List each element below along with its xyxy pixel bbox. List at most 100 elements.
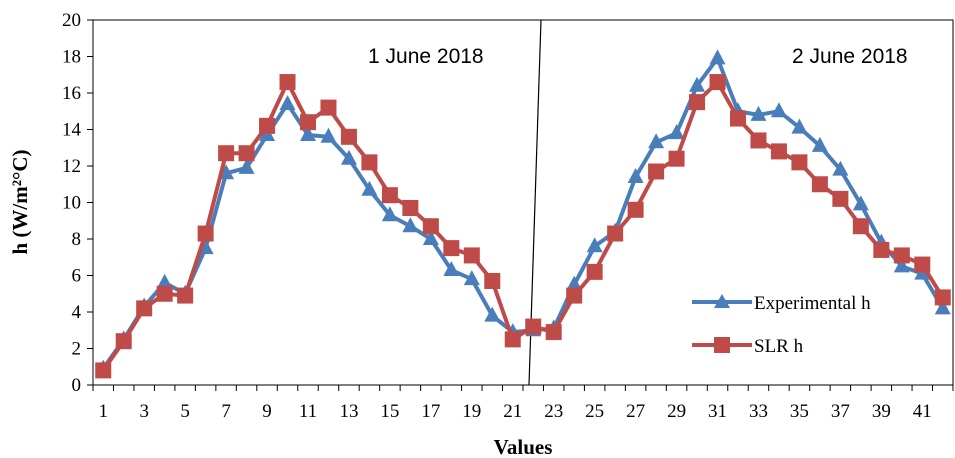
- x-tick-label-23: 23: [544, 401, 563, 422]
- data-point-slr: [730, 110, 746, 127]
- data-point-experimental: [893, 257, 910, 273]
- y-tick-label-8: 8: [72, 229, 82, 250]
- x-tick-label-3: 3: [139, 401, 149, 422]
- data-point-slr: [197, 225, 214, 242]
- data-point-slr: [238, 145, 255, 162]
- data-point-experimental: [689, 76, 706, 92]
- x-tick-label-5: 5: [180, 401, 190, 422]
- data-point-slr: [463, 247, 480, 264]
- data-point-experimental: [381, 206, 398, 222]
- data-point-slr: [218, 145, 235, 162]
- data-point-slr: [300, 114, 316, 131]
- data-point-slr: [402, 199, 419, 216]
- data-point-experimental: [811, 136, 828, 152]
- data-point-slr: [95, 362, 112, 379]
- x-tick-label-15: 15: [380, 401, 399, 422]
- data-point-experimental: [852, 195, 869, 211]
- x-tick-label-27: 27: [626, 401, 645, 422]
- y-axis-ticks: 0 2 4 6 8 10 12 14 16 18 20: [62, 10, 93, 396]
- y-tick-label-2: 2: [72, 339, 82, 360]
- data-point-experimental: [463, 270, 480, 286]
- x-tick-label-21: 21: [503, 401, 522, 422]
- x-tick-label-7: 7: [221, 401, 231, 422]
- data-point-slr: [566, 287, 583, 304]
- data-point-slr: [320, 99, 337, 116]
- y-axis-title: h (W/m²°C): [8, 149, 32, 254]
- x-axis-ticks: 1 3 5 7 9 11 13 15 17 19 21 23 25 27 29 31 33 35 37 39 41: [92, 385, 954, 422]
- legend-marker-slr: [714, 337, 730, 353]
- data-point-experimental: [709, 49, 726, 65]
- data-point-experimental: [484, 306, 501, 322]
- data-point-slr: [852, 218, 869, 235]
- data-point-slr: [484, 272, 501, 289]
- y-tick-label-12: 12: [62, 156, 81, 177]
- data-point-experimental: [586, 237, 603, 253]
- data-point-slr: [770, 143, 787, 160]
- data-point-experimental: [422, 230, 439, 245]
- y-tick-label-20: 20: [62, 10, 81, 31]
- x-tick-label-9: 9: [262, 401, 272, 422]
- data-point-slr: [648, 163, 665, 180]
- data-point-experimental: [320, 127, 337, 143]
- y-tick-label-16: 16: [62, 83, 81, 104]
- data-point-slr: [443, 240, 460, 257]
- data-point-slr: [504, 331, 521, 348]
- data-point-experimental: [832, 160, 849, 176]
- data-point-experimental: [566, 275, 583, 291]
- legend-label-slr: SLR h: [754, 336, 804, 357]
- y-tick-label-6: 6: [72, 266, 82, 287]
- data-point-slr: [545, 324, 562, 341]
- data-point-slr: [709, 74, 726, 91]
- data-point-slr: [791, 154, 808, 171]
- data-point-slr: [668, 150, 685, 167]
- y-tick-label-4: 4: [72, 302, 82, 323]
- data-point-experimental: [443, 261, 460, 277]
- data-point-slr: [156, 285, 173, 302]
- x-tick-label-1: 1: [98, 401, 108, 422]
- data-point-slr: [914, 256, 931, 273]
- data-point-slr: [279, 74, 296, 91]
- x-tick-label-31: 31: [708, 401, 727, 422]
- data-point-slr: [177, 287, 194, 304]
- data-point-experimental: [934, 299, 951, 315]
- data-point-slr: [627, 201, 644, 218]
- series-slr: [95, 74, 951, 379]
- data-point-slr: [259, 117, 276, 134]
- data-point-experimental: [156, 273, 173, 289]
- data-point-experimental: [279, 94, 296, 110]
- x-tick-label-13: 13: [339, 401, 358, 422]
- data-point-experimental: [402, 217, 419, 233]
- data-point-experimental: [648, 133, 665, 149]
- y-tick-label-10: 10: [62, 193, 81, 214]
- data-point-slr: [689, 94, 706, 111]
- data-point-experimental: [668, 124, 685, 140]
- data-point-slr: [586, 263, 603, 280]
- x-tick-label-17: 17: [421, 401, 440, 422]
- x-tick-label-35: 35: [790, 401, 809, 422]
- data-point-experimental: [627, 167, 644, 183]
- annotation-day-1: 1 June 2018: [368, 45, 484, 68]
- data-point-experimental: [361, 180, 378, 196]
- data-point-experimental: [300, 125, 316, 141]
- x-tick-label-25: 25: [585, 401, 604, 422]
- x-axis-title: Values: [494, 435, 553, 458]
- data-point-experimental: [770, 102, 787, 118]
- data-point-slr: [832, 190, 849, 207]
- legend-marker-experimental: [714, 294, 730, 308]
- x-tick-label-11: 11: [299, 401, 317, 422]
- y-tick-label-14: 14: [62, 120, 82, 141]
- data-point-experimental: [791, 118, 808, 134]
- data-point-slr: [115, 333, 132, 350]
- data-point-slr: [934, 289, 951, 306]
- data-point-experimental: [750, 105, 767, 121]
- data-point-slr: [893, 247, 910, 264]
- series-layer: [95, 49, 951, 379]
- legend: Experimental h SLR h: [692, 293, 871, 357]
- data-point-slr: [381, 187, 398, 204]
- x-tick-label-19: 19: [462, 401, 481, 422]
- x-tick-label-33: 33: [749, 401, 768, 422]
- data-point-experimental: [340, 149, 357, 165]
- data-point-slr: [873, 241, 890, 258]
- x-tick-label-41: 41: [913, 401, 932, 422]
